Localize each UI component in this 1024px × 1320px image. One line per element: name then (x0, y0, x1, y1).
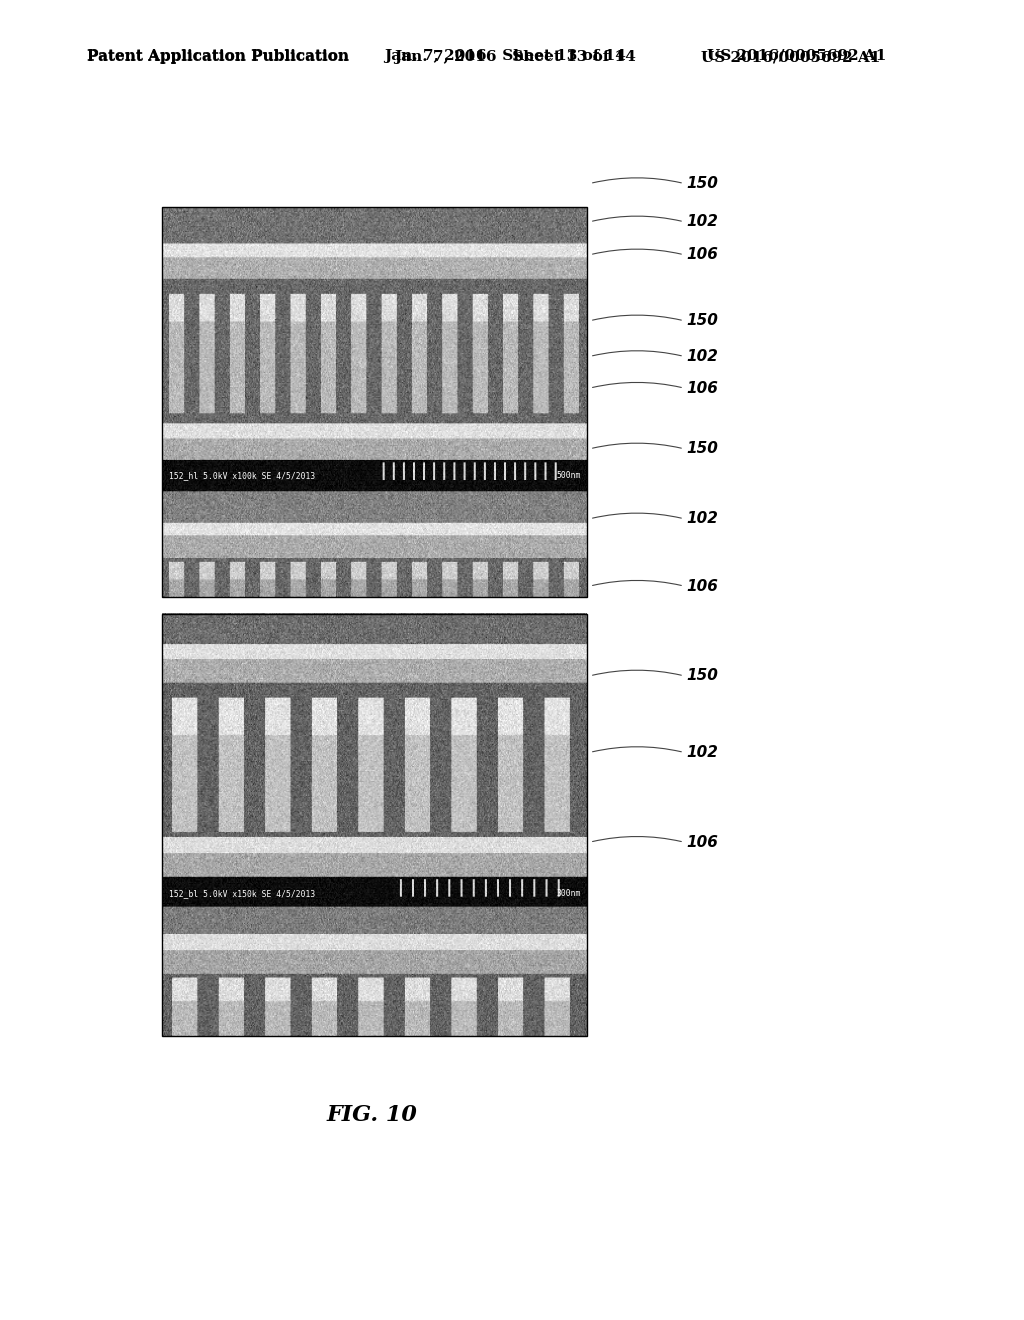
Text: Patent Application Publication: Patent Application Publication (87, 49, 349, 63)
Text: 102: 102 (686, 744, 718, 760)
Text: Jan. 7, 2016   Sheet 13 of 14: Jan. 7, 2016 Sheet 13 of 14 (394, 50, 636, 65)
Text: 152_hl 5.0kV x100k SE 4/5/2013: 152_hl 5.0kV x100k SE 4/5/2013 (169, 471, 315, 480)
Text: Patent Application Publication: Patent Application Publication (87, 50, 349, 65)
Bar (162, 614, 587, 1036)
Text: 102: 102 (686, 348, 718, 364)
Text: 102: 102 (686, 214, 718, 230)
Text: US 2016/0005692 A1: US 2016/0005692 A1 (707, 49, 886, 63)
Text: 150: 150 (686, 441, 718, 457)
Text: 106: 106 (686, 247, 718, 263)
Text: 106: 106 (686, 578, 718, 594)
Text: 300nm: 300nm (556, 888, 581, 898)
Text: 102: 102 (686, 511, 718, 527)
Text: US 2016/0005692 A1: US 2016/0005692 A1 (701, 50, 881, 65)
Text: 106: 106 (686, 834, 718, 850)
Bar (162, 207, 587, 597)
Text: FIG. 10: FIG. 10 (327, 1105, 417, 1126)
Text: 500nm: 500nm (556, 471, 581, 480)
Text: Jan. 7, 2016   Sheet 13 of 14: Jan. 7, 2016 Sheet 13 of 14 (384, 49, 626, 63)
Text: 150: 150 (686, 668, 718, 684)
Text: 150: 150 (686, 176, 718, 191)
Text: 152_bl 5.0kV x150k SE 4/5/2013: 152_bl 5.0kV x150k SE 4/5/2013 (169, 888, 315, 898)
Text: 150: 150 (686, 313, 718, 329)
Text: 106: 106 (686, 380, 718, 396)
